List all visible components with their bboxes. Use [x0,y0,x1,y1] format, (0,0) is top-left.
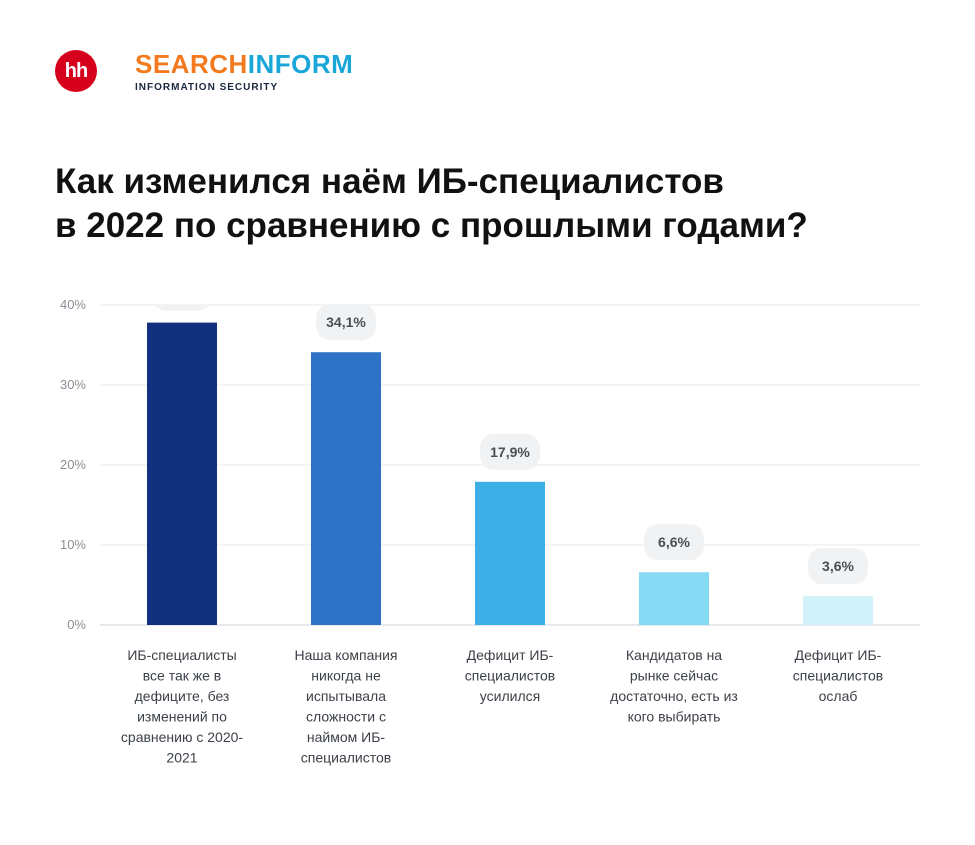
category-label-line: испытывала [306,688,386,704]
bar [639,572,709,625]
category-label-line: ослаб [819,688,858,704]
bar [311,352,381,625]
title-line1: Как изменился наём ИБ-специалистов [55,162,724,201]
page-title: Как изменился наём ИБ-специалистов в 202… [55,160,808,248]
bar [475,481,545,625]
y-tick-label: 0% [67,617,86,632]
category-label-line: Кандидатов на [626,647,722,663]
category-label: Наша компания никогда не испытывала сложнос… [295,647,398,766]
category-label: ИБ-специалисты все так же в дефиците, без и… [121,647,244,766]
y-tick-label: 30% [60,377,86,392]
title-line2-suffix: по сравнению с прошлыми годами? [164,206,808,245]
data-label: 6,6% [658,534,690,550]
title-line2: в 2022 по сравнению с прошлыми годами? [55,204,808,248]
category-label-line: усилился [480,688,540,704]
category-label-line: никогда не [311,668,381,684]
bar [147,322,217,625]
searchinform-logo: SEARCHINFORM INFORMATION SECURITY [135,50,353,93]
category-label-line: достаточно, есть из [610,688,738,704]
data-label: 17,9% [490,444,530,460]
brand-part1: SEARCH [135,49,248,79]
category-label-line: специалистов [301,750,391,766]
category-label-line: наймом ИБ- [307,729,386,745]
category-label-line: специалистов [465,668,555,684]
category-label-line: сравнению с 2020- [121,729,244,745]
data-label: 3,6% [822,558,854,574]
category-label-line: ИБ-специалисты [127,647,236,663]
y-tick-label: 10% [60,537,86,552]
title-line2-prefix: в [55,206,87,245]
category-label-line: Наша компания [295,647,398,663]
category-label-line: дефиците, без [135,688,230,704]
category-label-line: сложности с [306,709,386,725]
value-pill [644,524,704,561]
category-label-line: все так же в [143,668,222,684]
plot-area: 34,1% 17,9% 6,6% 3,6% [147,305,873,625]
brand-part2: INFORM [247,49,354,79]
y-tick-label: 20% [60,457,86,472]
searchinform-wordmark: SEARCHINFORM [135,50,353,78]
category-label: Дефицит ИБ-специалистов усилился [465,647,555,704]
value-pill [316,305,376,341]
data-label: 34,1% [326,314,366,330]
hh-logo: hh [55,50,97,92]
category-label-line: рынке сейчас [630,668,718,684]
category-label-line: 2021 [166,750,197,766]
category-label-line: специалистов [793,668,883,684]
y-tick-label: 40% [60,297,86,312]
category-label-line: кого выбирать [628,709,721,725]
category-label-line: изменений по [137,709,227,725]
category-label: Кандидатов на рынке сейчас достаточно, ест… [610,647,738,725]
category-label-line: Дефицит ИБ- [795,647,882,663]
category-label-line: Дефицит ИБ- [467,647,554,663]
brand-subtitle: INFORMATION SECURITY [135,82,279,93]
value-pill [480,433,540,470]
value-pill [808,548,868,585]
category-label: Дефицит ИБ-специалистов ослаб [793,647,883,704]
bar [803,596,873,625]
value-pill [154,305,210,311]
title-year: 2022 [86,206,165,245]
